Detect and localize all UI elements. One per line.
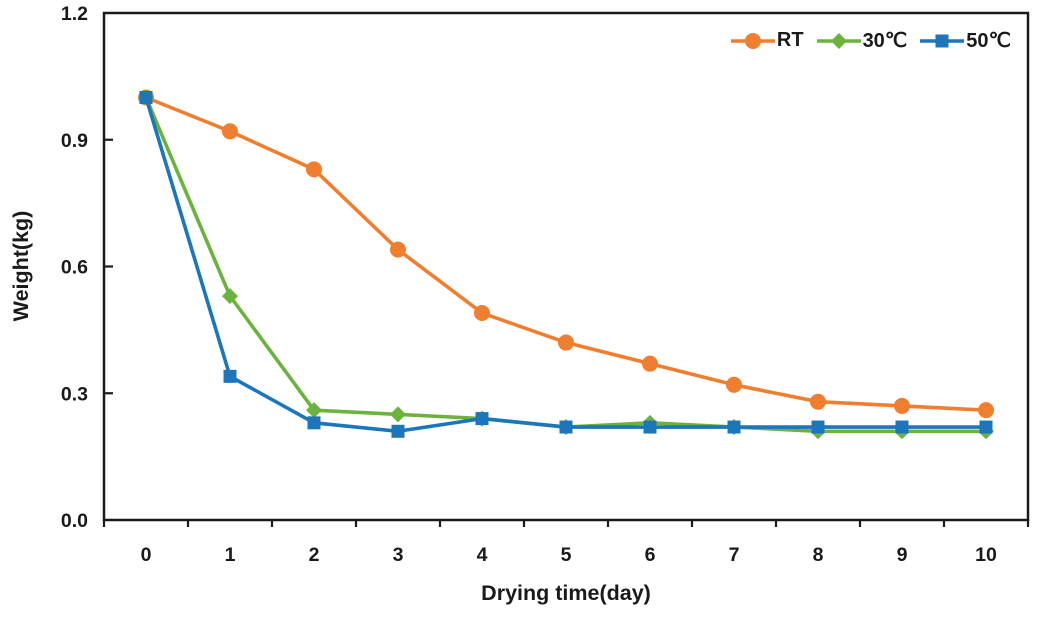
data-point-circle bbox=[810, 393, 826, 410]
legend-item-rt: RT bbox=[730, 29, 804, 53]
legend-swatch-icon bbox=[816, 32, 861, 49]
data-point-square bbox=[475, 412, 489, 426]
legend-item-30: 30℃ bbox=[816, 28, 908, 53]
data-point-square bbox=[391, 424, 405, 438]
y-tick-label: 0.0 bbox=[61, 510, 88, 532]
x-tick-label: 2 bbox=[309, 544, 320, 566]
data-point-square bbox=[979, 420, 993, 434]
x-tick-label: 1 bbox=[225, 544, 236, 566]
legend-marker-square bbox=[935, 34, 949, 47]
x-axis-ticks: 0 1 2 3 4 5 6 7 8 9 10 bbox=[102, 520, 1030, 566]
legend-marker-circle bbox=[744, 32, 761, 49]
legend-marker-diamond bbox=[830, 32, 847, 49]
data-point-circle bbox=[474, 304, 490, 321]
x-tick-label: 8 bbox=[813, 544, 824, 566]
data-point-circle bbox=[978, 402, 994, 419]
legend-item-50: 50℃ bbox=[920, 28, 1011, 53]
y-tick-label: 1.2 bbox=[61, 3, 88, 25]
data-point-square bbox=[643, 420, 657, 434]
data-point-square bbox=[223, 369, 237, 383]
y-tick-label: 0.3 bbox=[61, 383, 88, 405]
series-30 bbox=[138, 89, 994, 440]
data-point-circle bbox=[642, 355, 658, 372]
x-tick-label: 5 bbox=[561, 544, 572, 566]
series-line bbox=[144, 95, 988, 412]
x-tick-label: 7 bbox=[729, 544, 740, 566]
data-point-diamond bbox=[306, 402, 322, 419]
x-tick-label: 6 bbox=[645, 544, 656, 566]
data-point-circle bbox=[894, 397, 910, 414]
x-tick-label: 10 bbox=[975, 544, 997, 566]
y-axis-title: Weight(kg) bbox=[9, 211, 33, 322]
legend-label: 30℃ bbox=[862, 30, 908, 52]
data-point-circle bbox=[222, 123, 238, 140]
plot-content: 0.0 0.3 0.6 0.9 1.2 0 1 2 3 4 5 6 7 8 9 10 bbox=[61, 3, 1030, 566]
x-tick-label: 0 bbox=[141, 544, 152, 566]
data-point-square bbox=[727, 420, 741, 434]
data-point-square bbox=[811, 420, 825, 434]
legend-swatch-icon bbox=[730, 32, 775, 49]
legend-label: RT bbox=[776, 29, 804, 51]
data-point-circle bbox=[306, 161, 322, 178]
x-tick-label: 4 bbox=[477, 544, 488, 566]
plot-frame bbox=[102, 11, 1030, 522]
series-rt bbox=[138, 89, 994, 419]
data-point-circle bbox=[558, 334, 574, 351]
series-line bbox=[144, 95, 988, 434]
legend-label: 50℃ bbox=[966, 30, 1011, 52]
data-point-circle bbox=[726, 376, 742, 393]
x-tick-label: 3 bbox=[393, 544, 404, 566]
data-point-square bbox=[139, 91, 153, 104]
data-point-circle bbox=[390, 241, 406, 258]
data-point-square bbox=[307, 416, 321, 430]
y-tick-label: 0.9 bbox=[61, 130, 88, 152]
series-50 bbox=[139, 91, 993, 438]
y-axis-ticks: 0.0 0.3 0.6 0.9 1.2 bbox=[61, 3, 113, 532]
data-point-square bbox=[895, 420, 909, 434]
legend: RT 30℃ 50℃ bbox=[730, 28, 1011, 53]
data-point-diamond bbox=[222, 288, 238, 305]
x-axis-title: Drying time(day) bbox=[481, 581, 651, 605]
y-tick-label: 0.6 bbox=[61, 257, 88, 279]
data-point-square bbox=[559, 420, 573, 434]
legend-swatch-icon bbox=[920, 34, 965, 47]
data-point-diamond bbox=[390, 406, 406, 423]
series-line bbox=[144, 95, 988, 434]
x-tick-label: 9 bbox=[897, 544, 908, 566]
